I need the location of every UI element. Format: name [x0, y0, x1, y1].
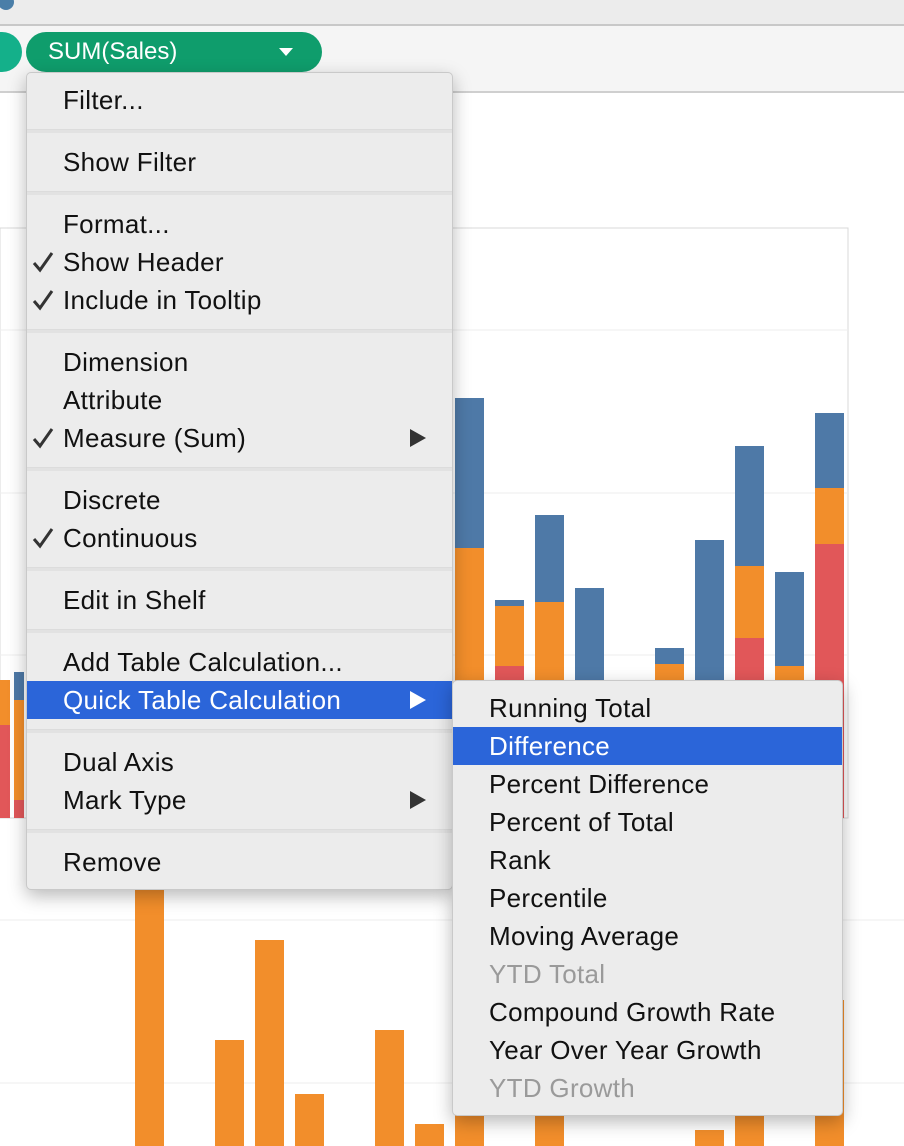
separator: [27, 181, 452, 205]
separator: [27, 557, 452, 581]
menu-label: Mark Type: [63, 785, 187, 815]
menu-item: YTD Growth: [453, 1069, 842, 1107]
menu-item[interactable]: Percent Difference: [453, 765, 842, 803]
menu-label: YTD Total: [489, 959, 606, 989]
submenu-arrow: [410, 691, 426, 709]
menu-label: Show Filter: [63, 147, 197, 177]
submenu-arrow: [410, 429, 426, 447]
menu-item[interactable]: Compound Growth Rate: [453, 993, 842, 1031]
checkmark: [32, 252, 54, 273]
menu-label: Difference: [489, 731, 611, 761]
menu-item[interactable]: Measure (Sum): [27, 419, 452, 457]
menu-item[interactable]: Percentile: [453, 879, 842, 917]
menu-item[interactable]: Remove: [27, 843, 452, 881]
separator: [27, 819, 452, 843]
menu-label: Dual Axis: [63, 747, 175, 777]
menu-item[interactable]: Discrete: [27, 481, 452, 519]
menu-label: Discrete: [63, 485, 161, 515]
menu-label: Compound Growth Rate: [489, 997, 776, 1027]
menu-label: Show Header: [63, 247, 224, 277]
menu-label: Include in Tooltip: [63, 285, 262, 315]
menu-label: Add Table Calculation...: [63, 647, 343, 677]
checkmark-path: [32, 290, 54, 311]
menu-label: Format...: [63, 209, 170, 239]
separator: [27, 719, 452, 743]
arrow-shape: [410, 429, 426, 447]
menu-item[interactable]: Mark Type: [27, 781, 452, 819]
pill-label: SUM(Sales): [48, 38, 178, 65]
menu-item[interactable]: Show Filter: [27, 143, 452, 181]
menu-label: Continuous: [63, 523, 198, 553]
dropdown-arrow: [279, 48, 293, 56]
menu-item[interactable]: Percent of Total: [453, 803, 842, 841]
menu-item: YTD Total: [453, 955, 842, 993]
menu-label: YTD Growth: [489, 1073, 636, 1103]
menu-item[interactable]: Moving Average: [453, 917, 842, 955]
separator: [27, 119, 452, 143]
menu-item[interactable]: Year Over Year Growth: [453, 1031, 842, 1069]
menu-item[interactable]: Include in Tooltip: [27, 281, 452, 319]
submenu: Running Total Difference Percent Differenc…: [452, 680, 843, 1116]
menu-item[interactable]: Show Header: [27, 243, 452, 281]
menu-item[interactable]: Edit in Shelf: [27, 581, 452, 619]
checkmark-path: [32, 528, 54, 549]
menu-label: Percent Difference: [489, 769, 710, 799]
menu-item[interactable]: Dimension: [27, 343, 452, 381]
menu-label: Percentile: [489, 883, 608, 913]
menu-label: Filter...: [63, 85, 144, 115]
separator: [27, 319, 452, 343]
arrow-shape: [410, 791, 426, 809]
menu-item[interactable]: Running Total: [453, 689, 842, 727]
menu-label: Attribute: [63, 385, 163, 415]
checkmark-path: [32, 252, 54, 273]
context-menu: Filter... Show Filter Format... Show Header…: [26, 72, 453, 890]
menu-item[interactable]: Add Table Calculation...: [27, 643, 452, 681]
separator: [27, 457, 452, 481]
checkmark-path: [32, 428, 54, 449]
menu-label: Percent of Total: [489, 807, 674, 837]
menu-label: Rank: [489, 845, 551, 875]
checkmark: [32, 428, 54, 449]
menu-item[interactable]: Difference: [453, 727, 842, 765]
menu-item[interactable]: Dual Axis: [27, 743, 452, 781]
menu-label: Dimension: [63, 347, 189, 377]
pill: [0, 32, 22, 72]
menu-label: Remove: [63, 847, 162, 877]
arrow-shape: [410, 691, 426, 709]
menu-label: Year Over Year Growth: [489, 1035, 762, 1065]
menu-item[interactable]: Format...: [27, 205, 452, 243]
menu-label: Measure (Sum): [63, 423, 247, 453]
checkmark: [32, 290, 54, 311]
menu-label: Edit in Shelf: [63, 585, 206, 615]
window-control: [0, 0, 14, 10]
menu-item[interactable]: Quick Table Calculation: [27, 681, 452, 719]
menu-item[interactable]: Attribute: [27, 381, 452, 419]
field-pill[interactable]: SUM(Sales): [26, 32, 322, 72]
submenu-arrow: [410, 791, 426, 809]
titlebar: [0, 0, 904, 24]
separator: [27, 619, 452, 643]
menu-item[interactable]: Continuous: [27, 519, 452, 557]
checkmark: [32, 528, 54, 549]
menu-item[interactable]: Filter...: [27, 81, 452, 119]
menu-label: Running Total: [489, 693, 652, 723]
menu-item[interactable]: Rank: [453, 841, 842, 879]
menu-label: Moving Average: [489, 921, 680, 951]
menu-label: Quick Table Calculation: [63, 685, 342, 715]
